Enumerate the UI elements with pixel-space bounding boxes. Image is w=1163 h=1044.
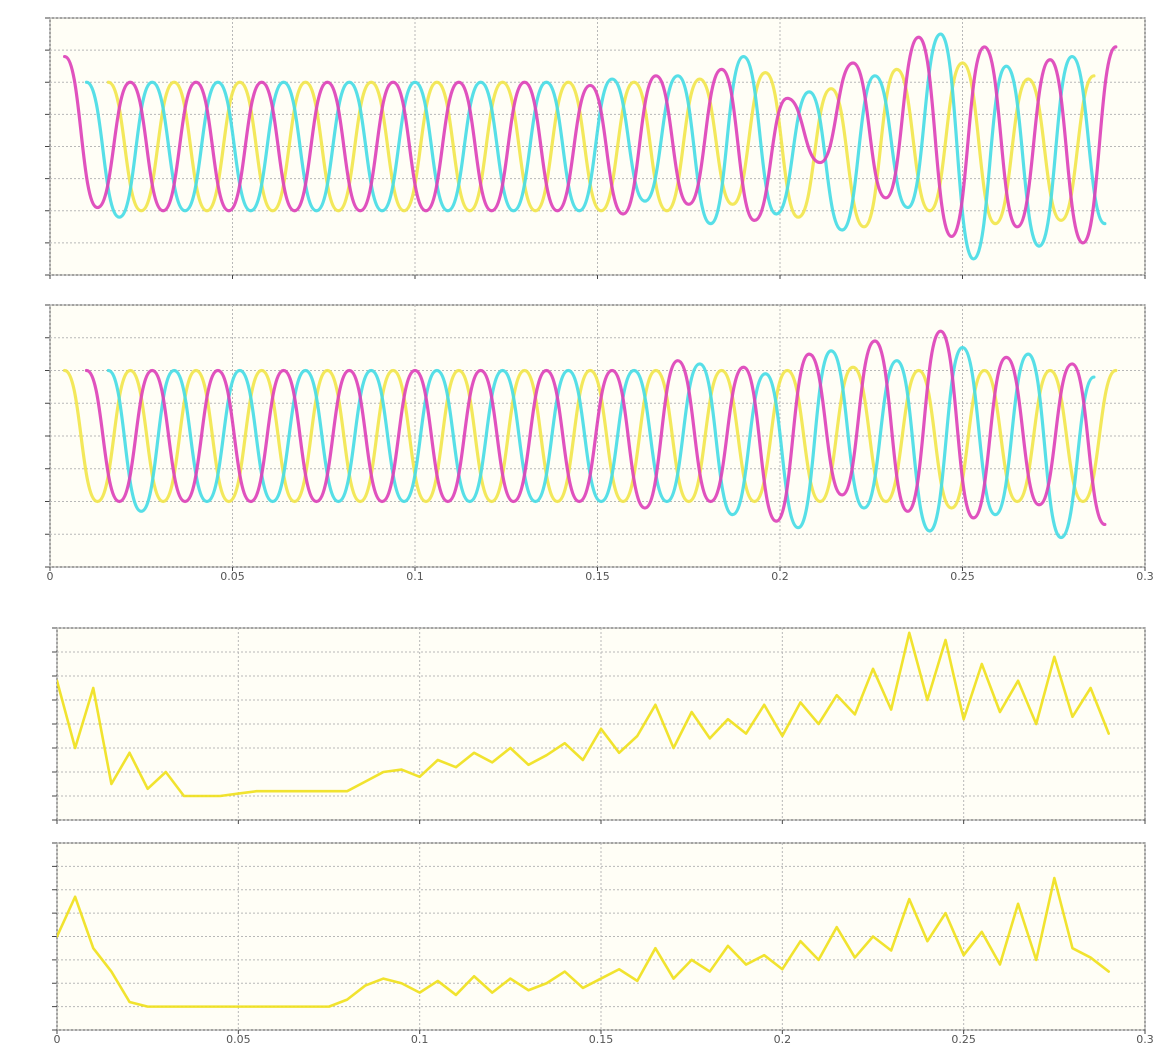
x-tick-label: 0: [47, 570, 54, 583]
x-tick-label: 0.2: [774, 1033, 792, 1044]
x-tick-label: 0: [54, 1033, 61, 1044]
x-tick-label: 0.1: [406, 570, 424, 583]
x-tick-label: 0.3: [1136, 1033, 1154, 1044]
x-tick-label: 0.15: [585, 570, 610, 583]
x-tick-label: 0.05: [220, 570, 245, 583]
signal-line: [57, 631, 1111, 798]
signal-line: [84, 329, 1107, 527]
x-tick-label: 0.2: [771, 570, 789, 583]
x-tick-label: 0.25: [951, 1033, 976, 1044]
x-tick-label: 0.3: [1136, 570, 1154, 583]
x-tick-label: 0.05: [226, 1033, 251, 1044]
signal-line: [106, 345, 1096, 540]
x-tick-label: 0.15: [589, 1033, 614, 1044]
signal-line: [57, 876, 1111, 1008]
signal-line: [84, 32, 1107, 261]
signal-line: [62, 35, 1118, 245]
x-tick-label: 0.25: [950, 570, 975, 583]
x-tick-label: 0.1: [411, 1033, 429, 1044]
